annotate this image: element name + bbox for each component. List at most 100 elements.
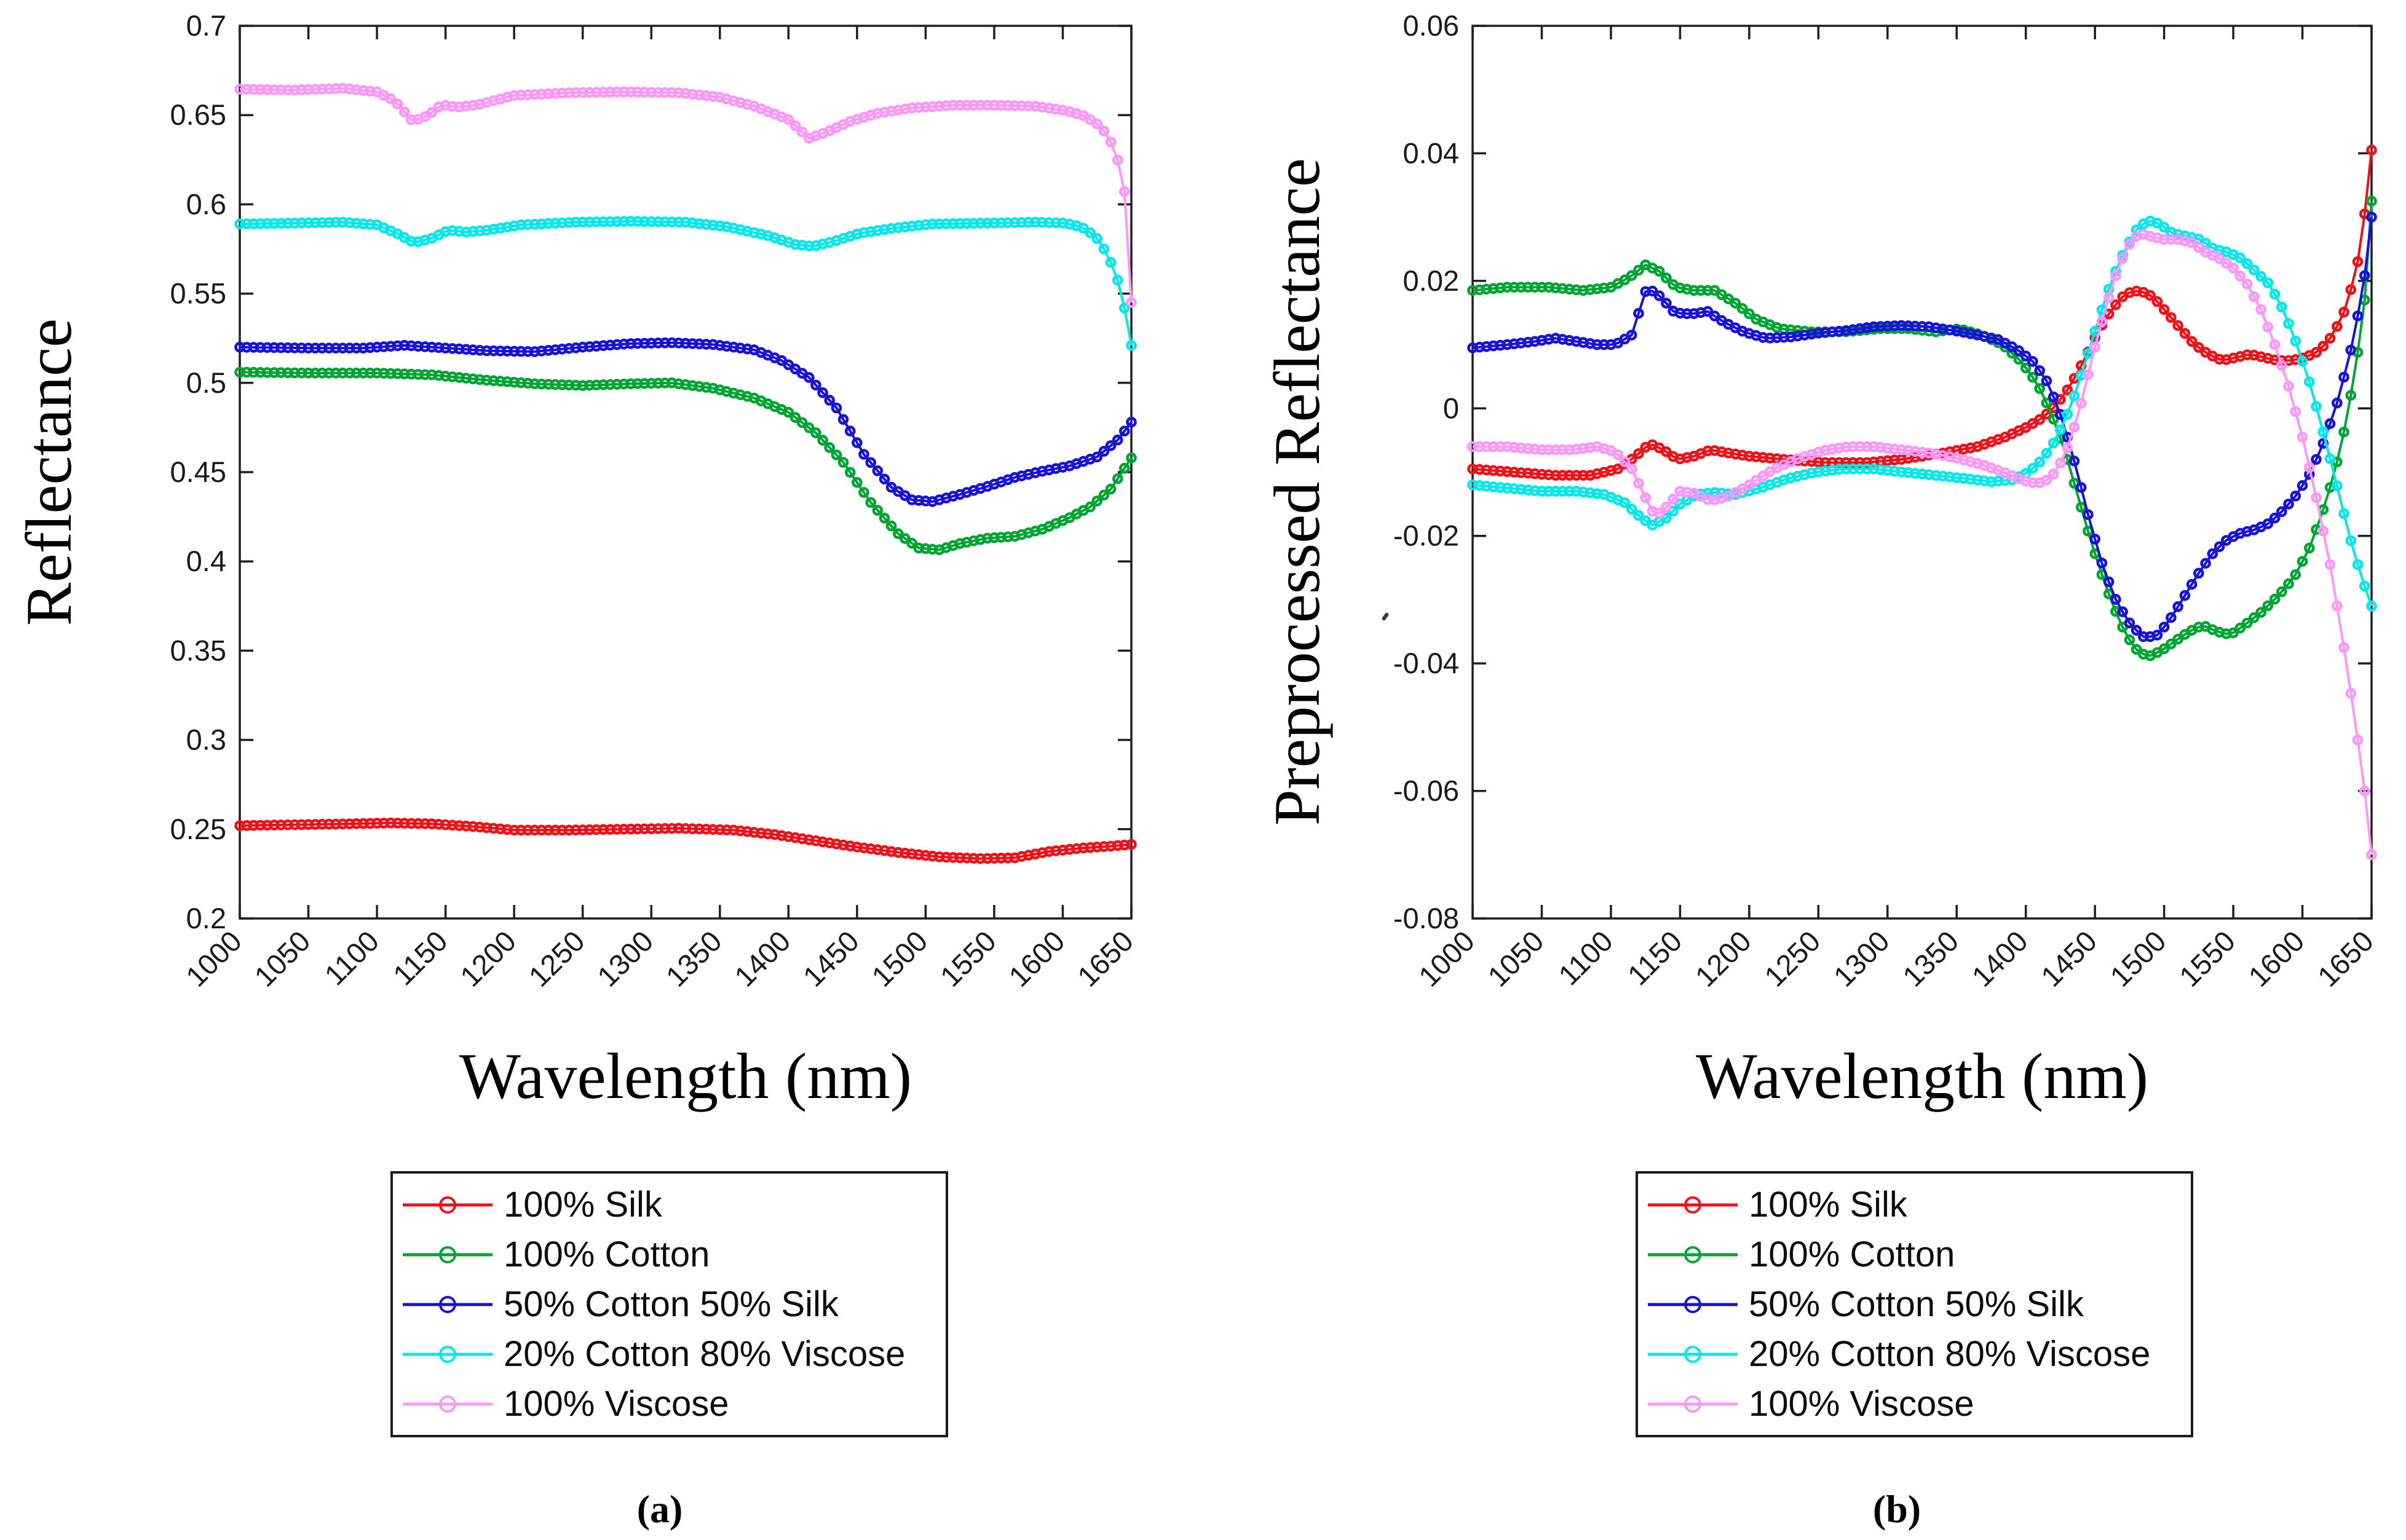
series-marker — [2034, 414, 2046, 425]
series-marker — [2332, 321, 2343, 332]
series-marker — [2186, 578, 2198, 590]
series-marker — [1619, 456, 1631, 467]
series-marker — [1091, 118, 1102, 130]
series-marker — [2262, 518, 2274, 529]
legend-label: 50% Cotton 50% Silk — [504, 1284, 839, 1324]
series-marker — [2034, 365, 2046, 376]
legend-label: 100% Cotton — [1749, 1234, 1955, 1274]
legend-label: 100% Viscose — [504, 1384, 729, 1424]
x-tick-label: 1250 — [1758, 925, 1826, 993]
series-marker — [2172, 601, 2183, 612]
series-marker — [2255, 270, 2266, 282]
series-marker — [2269, 339, 2281, 350]
left-legend: 100% Silk 100% Cotton 50% Cotton 50% Silk 2… — [390, 1171, 948, 1437]
series-marker — [872, 505, 884, 516]
series-marker — [2338, 508, 2349, 519]
series-marker — [2117, 253, 2128, 264]
series-marker — [2332, 397, 2343, 409]
x-tick-label: 1400 — [728, 925, 796, 993]
series-marker — [2158, 304, 2170, 315]
series-marker — [879, 512, 890, 524]
y-tick-label: 0.6 — [186, 188, 226, 220]
series-marker — [2166, 638, 2177, 650]
series-marker — [885, 520, 897, 532]
legend-label: 50% Cotton 50% Silk — [1749, 1284, 2084, 1324]
series-cotton20-viscose80 — [234, 216, 1137, 351]
series-marker — [1119, 186, 1130, 197]
series-marker — [2338, 426, 2349, 438]
series-marker — [2228, 627, 2239, 639]
series-marker — [2345, 535, 2357, 547]
series-marker — [2304, 376, 2315, 388]
legend-label: 100% Silk — [504, 1185, 662, 1225]
x-tick-label: 1100 — [318, 925, 385, 992]
y-tick-label: 0.65 — [170, 98, 226, 131]
legend-item-cotton-100: 100% Cotton — [402, 1230, 946, 1279]
x-tick-label: 1000 — [1412, 925, 1481, 993]
plot-border — [239, 25, 1133, 920]
y-tick-label: 0.3 — [186, 724, 226, 756]
x-tick-label: 1100 — [1552, 925, 1619, 992]
legend-label: 100% Viscose — [1749, 1384, 1974, 1424]
series-marker — [1126, 452, 1137, 464]
series-marker — [2338, 306, 2349, 318]
series-marker — [1619, 497, 1631, 508]
legend-line-marker-icon — [403, 1295, 493, 1313]
series-marker — [810, 379, 821, 391]
x-tick-label: 1350 — [1896, 925, 1965, 993]
series-marker — [2304, 462, 2315, 473]
series-marker — [1091, 451, 1102, 463]
series-marker — [2083, 348, 2094, 359]
series-marker — [2083, 369, 2094, 381]
series-marker — [1105, 136, 1117, 148]
y-tick-label: -0.02 — [1393, 519, 1459, 552]
series-line — [239, 371, 1133, 551]
series-marker — [2324, 559, 2336, 571]
series-marker — [2193, 567, 2204, 579]
caption-b: (b) — [1872, 1487, 1921, 1531]
series-marker — [2186, 336, 2198, 347]
series-marker — [2048, 391, 2059, 403]
series-marker — [2283, 578, 2294, 590]
series-marker — [1626, 330, 1637, 341]
series-marker — [2345, 688, 2357, 699]
legend-line-marker-icon — [1648, 1395, 1738, 1413]
series-marker — [1091, 496, 1102, 507]
series-marker — [844, 425, 856, 437]
series-marker — [2290, 491, 2301, 502]
series-marker — [2345, 344, 2357, 356]
series-marker — [1661, 446, 1672, 457]
series-marker — [1743, 308, 1755, 320]
legend-line-marker-icon — [1648, 1246, 1738, 1263]
y-tick-label: 0.02 — [1403, 264, 1459, 297]
series-marker — [2124, 239, 2135, 250]
series-cotton50-silk50 — [234, 337, 1137, 507]
series-marker — [2249, 291, 2260, 302]
series-marker — [2083, 509, 2094, 520]
series-marker — [2297, 355, 2308, 367]
y-tick-label: 0.04 — [1403, 136, 1459, 169]
series-marker — [2269, 593, 2281, 605]
series-marker — [844, 467, 856, 478]
right-chart-plot-area: 1000 1050 1100 1150 1200 1250 1300 1350 1400 1450… — [1393, 9, 2380, 993]
series-marker — [2166, 612, 2177, 623]
series-marker — [2352, 734, 2364, 746]
series-viscose-100 — [234, 82, 1137, 308]
series-marker — [1640, 492, 1652, 503]
series-marker — [2297, 556, 2308, 567]
legend-item-viscose-100: 100% Viscose — [1647, 1380, 2191, 1429]
right-y-axis-label: Preprocessed Reflectance — [1261, 158, 1333, 826]
series-marker — [2345, 390, 2357, 401]
series-marker — [1126, 297, 1137, 308]
legend-line-marker-icon — [403, 1395, 493, 1413]
right-x-axis-label: Wavelength (nm) — [1695, 1040, 2149, 1112]
y-tick-label: 0.45 — [170, 456, 226, 488]
series-marker — [900, 533, 911, 544]
legend-line-marker-icon — [1648, 1345, 1738, 1363]
series-marker — [2131, 625, 2142, 636]
series-marker — [2290, 569, 2301, 580]
series-marker — [2013, 345, 2025, 357]
series-marker — [2359, 580, 2370, 592]
series-marker — [2290, 336, 2301, 347]
